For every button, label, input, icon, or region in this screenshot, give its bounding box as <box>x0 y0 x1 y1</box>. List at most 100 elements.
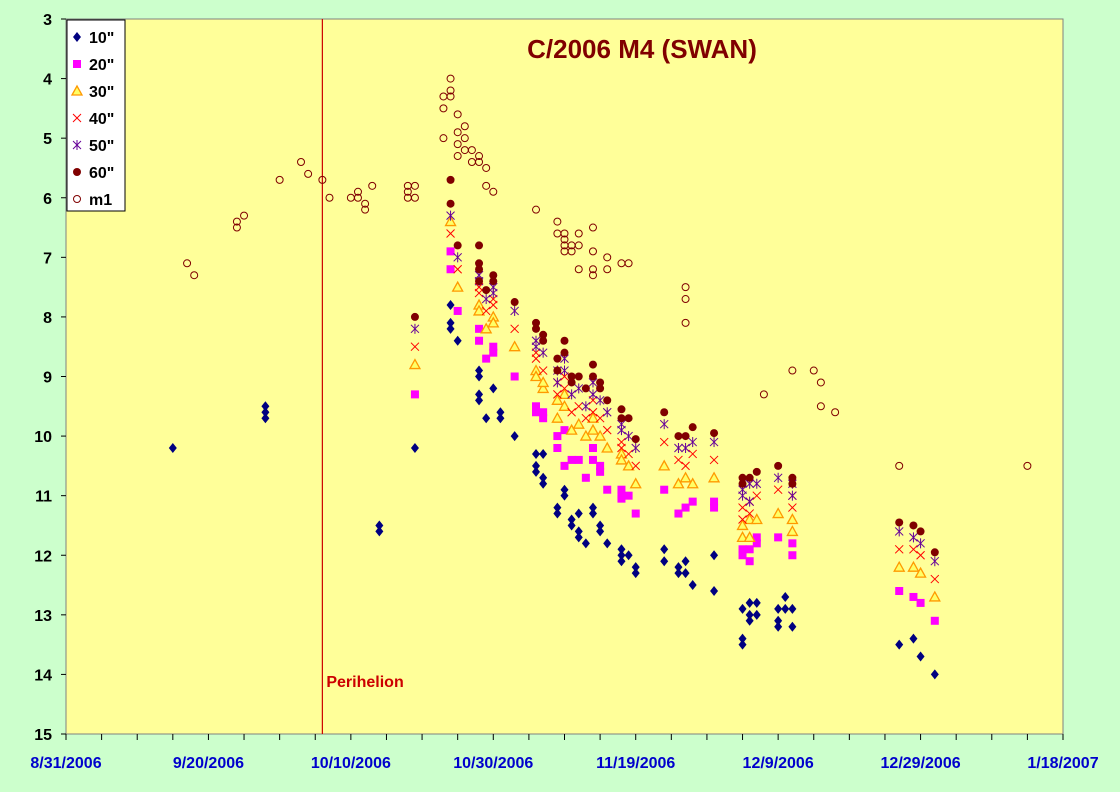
data-point <box>752 467 761 476</box>
data-point <box>553 354 562 363</box>
legend-label: 10" <box>89 30 114 47</box>
data-point <box>353 187 362 196</box>
legend-marker <box>70 84 84 96</box>
data-point <box>529 370 543 382</box>
data-point <box>617 414 626 423</box>
data-point <box>581 413 591 423</box>
data-point <box>710 503 719 512</box>
data-point <box>574 455 583 464</box>
data-point <box>603 485 612 494</box>
data-point <box>510 305 520 316</box>
data-point <box>472 304 486 316</box>
data-point <box>596 378 605 387</box>
x-stroke <box>709 455 719 465</box>
x-stroke <box>624 449 633 459</box>
x-stroke <box>738 503 747 512</box>
data-point <box>909 521 918 530</box>
data-point <box>660 544 669 555</box>
data-point <box>460 122 469 131</box>
data-point <box>631 461 641 471</box>
data-point <box>446 247 455 256</box>
data-point <box>930 548 939 557</box>
data-point <box>774 621 783 632</box>
data-point <box>895 461 904 470</box>
data-point <box>596 467 605 476</box>
data-point <box>895 587 904 595</box>
data-point <box>581 401 591 412</box>
data-point <box>674 443 683 453</box>
x-tick-label: 8/31/2006 <box>30 755 101 772</box>
data-point <box>586 423 600 435</box>
data-point <box>588 360 597 369</box>
data-point <box>475 158 484 166</box>
data-point <box>752 478 762 489</box>
data-point <box>738 633 747 644</box>
data-point <box>738 639 747 650</box>
data-point <box>681 443 690 453</box>
data-point <box>707 471 721 483</box>
data-point <box>738 479 747 488</box>
data-point <box>553 377 562 388</box>
data-point <box>603 265 612 274</box>
series-5 <box>410 175 939 557</box>
legend-label: 60" <box>89 165 114 182</box>
data-point <box>453 152 462 161</box>
y-axis: 3 4 5 6 7 8 9 10 11 12 13 14 15 <box>34 12 66 744</box>
points-layer <box>168 74 1032 680</box>
data-point <box>596 526 605 537</box>
data-point <box>738 515 747 524</box>
y-tick-label: 15 <box>34 727 52 744</box>
x-stroke <box>538 366 548 375</box>
x-stroke <box>631 461 641 471</box>
data-point <box>781 603 790 614</box>
data-point <box>624 259 633 268</box>
data-point <box>318 175 327 184</box>
data-point <box>624 431 633 442</box>
series-6 <box>183 74 1032 470</box>
y-tick-label: 6 <box>43 191 52 208</box>
data-point <box>752 533 761 542</box>
data-point <box>482 181 491 190</box>
data-point <box>579 429 592 441</box>
data-point <box>532 402 541 411</box>
data-point <box>508 340 521 352</box>
data-point <box>532 448 541 459</box>
data-point <box>588 508 597 519</box>
x-stroke <box>474 288 484 298</box>
data-point <box>660 485 669 494</box>
x-stroke <box>602 425 612 435</box>
data-point <box>453 140 462 149</box>
x-axis: 8/31/2006 9/20/2006 10/10/2006 10/30/2006 11… <box>30 734 1099 772</box>
x-stroke <box>531 354 541 363</box>
data-point <box>553 390 562 399</box>
x-tick-label: 11/19/2006 <box>596 755 675 772</box>
legend-marker <box>72 140 82 150</box>
data-point <box>588 389 598 400</box>
data-point <box>624 414 633 423</box>
data-point <box>752 539 761 548</box>
data-point <box>681 461 690 471</box>
data-point <box>595 395 605 406</box>
data-point <box>681 432 690 441</box>
data-point <box>930 669 939 680</box>
chart-title: C/2006 M4 (SWAN) <box>527 34 757 64</box>
data-point <box>475 395 484 406</box>
data-point <box>475 265 484 274</box>
data-point <box>532 205 541 214</box>
data-point <box>738 545 747 554</box>
data-point <box>539 472 548 483</box>
data-point <box>710 550 719 561</box>
data-point <box>446 265 455 274</box>
data-point <box>709 455 719 465</box>
data-point <box>475 241 484 250</box>
data-point <box>631 568 640 579</box>
x-stroke <box>909 544 918 554</box>
data-point <box>532 460 541 471</box>
y-tick-label: 14 <box>34 667 52 684</box>
data-point <box>895 518 904 527</box>
data-point <box>183 259 192 268</box>
data-point <box>710 497 719 506</box>
data-point <box>601 441 614 453</box>
data-point <box>617 556 626 567</box>
data-point <box>453 252 463 263</box>
